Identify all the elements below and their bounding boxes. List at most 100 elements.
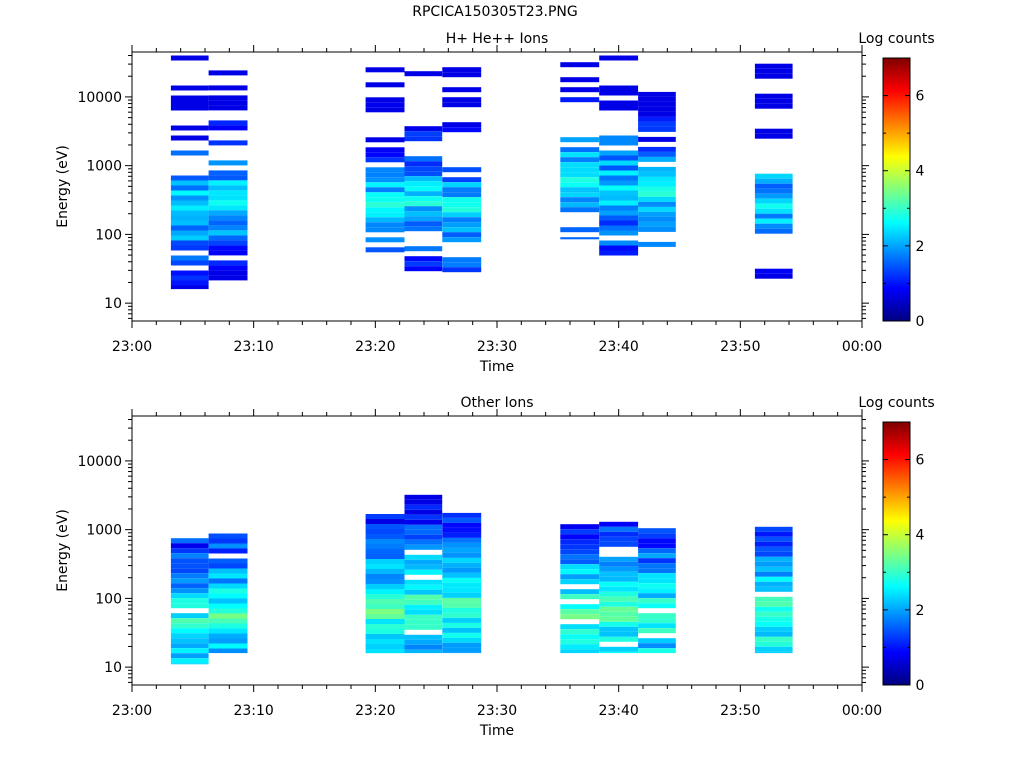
- panel-2: [125, 409, 911, 692]
- heatmap-cell: [638, 226, 676, 232]
- heatmap-cell: [560, 77, 600, 83]
- colorbar-label: Log counts: [858, 395, 934, 411]
- heatmap-cell: [208, 533, 248, 539]
- heatmap-cell: [638, 116, 676, 122]
- heatmap-cell: [560, 87, 600, 93]
- heatmap-cell: [170, 245, 209, 251]
- y-tick-label: 10000: [77, 90, 122, 106]
- heatmap-cell: [365, 649, 405, 654]
- heatmap-cell: [560, 594, 600, 600]
- heatmap-cell: [365, 82, 405, 88]
- heatmap-cell: [365, 529, 405, 534]
- heatmap-cell: [442, 582, 482, 588]
- heatmap-cell: [754, 133, 793, 139]
- colorbar-label: Log counts: [858, 31, 934, 47]
- heatmap-cell: [404, 156, 443, 162]
- heatmap-cell: [365, 624, 405, 629]
- heatmap-cell: [442, 222, 482, 228]
- heatmap-cell: [599, 85, 639, 91]
- heatmap-cell: [404, 136, 443, 142]
- x-tick-label: 23:20: [355, 703, 395, 719]
- heatmap-cell: [208, 603, 248, 609]
- x-tick-label: 23:10: [233, 339, 273, 355]
- heatmap-cell: [560, 197, 600, 203]
- heatmap-cell: [638, 643, 676, 649]
- panel-title: H+ He++ Ions: [446, 31, 549, 47]
- heatmap-cell: [599, 616, 639, 622]
- heatmap-cell: [754, 546, 793, 552]
- heatmap-cell: [599, 100, 639, 106]
- heatmap-cell: [638, 121, 676, 127]
- heatmap-cell: [170, 548, 209, 554]
- heatmap-cell: [442, 187, 482, 193]
- heatmap-cell: [170, 220, 209, 226]
- heatmap-cell: [560, 539, 600, 545]
- heatmap-cell: [404, 639, 443, 645]
- heatmap-cell: [599, 636, 639, 642]
- heatmap-cell: [754, 531, 793, 537]
- heatmap-cell: [599, 561, 639, 567]
- heatmap-cell: [170, 648, 209, 654]
- heatmap-cell: [442, 517, 482, 523]
- heatmap-cell: [560, 202, 600, 208]
- heatmap-cell: [365, 604, 405, 609]
- heatmap-cell: [638, 201, 676, 207]
- heatmap-cell: [208, 578, 248, 584]
- heatmap-cell: [638, 588, 676, 594]
- heatmap-cell: [365, 554, 405, 559]
- heatmap-cell: [442, 567, 482, 573]
- heatmap-cell: [442, 617, 482, 623]
- heatmap-cell: [560, 624, 600, 630]
- heatmap-cell: [638, 101, 676, 107]
- heatmap-cell: [638, 221, 676, 227]
- heatmap-cell: [599, 140, 639, 146]
- heatmap-cell: [560, 227, 600, 233]
- heatmap-cell: [170, 85, 209, 91]
- heatmap-cell: [638, 91, 676, 97]
- heatmap-cell: [560, 524, 600, 530]
- heatmap-cell: [754, 536, 793, 542]
- heatmap-cell: [208, 618, 248, 624]
- heatmap-cell: [754, 178, 793, 184]
- heatmap-cell: [208, 125, 248, 131]
- heatmap-cell: [442, 217, 482, 223]
- heatmap-cell: [404, 226, 443, 232]
- heatmap-cell: [754, 68, 793, 74]
- heatmap-cell: [365, 589, 405, 594]
- heatmap-cell: [638, 563, 676, 569]
- heatmap-cell: [599, 536, 639, 542]
- heatmap-cell: [170, 553, 209, 559]
- heatmap-cell: [560, 97, 600, 103]
- heatmap-cell: [638, 578, 676, 584]
- x-tick-label: 23:00: [112, 339, 152, 355]
- y-tick-label: 100: [95, 227, 122, 243]
- heatmap-cell: [754, 576, 793, 582]
- heatmap-cell: [560, 529, 600, 535]
- heatmap-cell: [638, 106, 676, 112]
- page-title: RPCICA150305T23.PNG: [412, 4, 578, 20]
- heatmap-cell: [170, 578, 209, 584]
- heatmap-cell: [404, 261, 443, 267]
- heatmap-cell: [442, 512, 482, 518]
- heatmap-cell: [404, 131, 443, 137]
- heatmap-cell: [754, 646, 793, 652]
- heatmap-cell: [365, 172, 405, 178]
- colorbar-tick-label: 6: [916, 453, 925, 469]
- heatmap-cell: [599, 521, 639, 527]
- heatmap-cell: [754, 556, 793, 562]
- heatmap-cell: [638, 533, 676, 539]
- heatmap-cell: [170, 95, 209, 101]
- heatmap-cell: [754, 188, 793, 194]
- panel-1: [125, 45, 911, 328]
- heatmap-cell: [638, 166, 676, 172]
- heatmap-cell: [442, 527, 482, 533]
- heatmap-cell: [754, 551, 793, 557]
- heatmap-cell: [599, 190, 639, 196]
- heatmap-cell: [404, 619, 443, 625]
- heatmap-cell: [638, 648, 676, 654]
- heatmap-cell: [170, 285, 209, 290]
- heatmap-cell: [560, 574, 600, 580]
- heatmap-cell: [170, 230, 209, 236]
- heatmap-cell: [599, 170, 639, 176]
- heatmap-cell: [560, 177, 600, 183]
